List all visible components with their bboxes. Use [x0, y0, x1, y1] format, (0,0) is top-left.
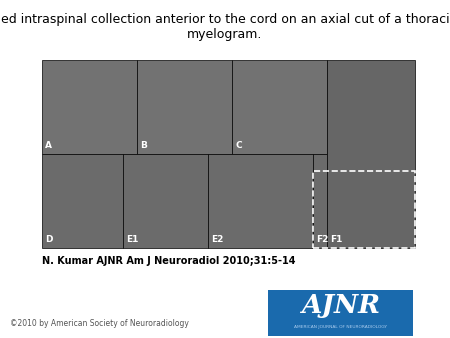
- Text: A, Fluid-filled intraspinal collection anterior to the cord on an axial cut of a: A, Fluid-filled intraspinal collection a…: [0, 13, 450, 41]
- Bar: [137, 60, 232, 154]
- Text: F1: F1: [330, 235, 342, 244]
- Text: B: B: [140, 141, 147, 150]
- Text: A: A: [45, 141, 52, 150]
- Bar: [232, 60, 327, 154]
- Text: F2: F2: [316, 235, 328, 244]
- Text: D: D: [45, 235, 53, 244]
- Bar: [208, 154, 313, 248]
- Bar: [313, 171, 415, 248]
- Text: ©2010 by American Society of Neuroradiology: ©2010 by American Society of Neuroradiol…: [10, 319, 189, 328]
- Text: N. Kumar AJNR Am J Neuroradiol 2010;31:5-14: N. Kumar AJNR Am J Neuroradiol 2010;31:5…: [42, 256, 296, 266]
- Text: AMERICAN JOURNAL OF NEURORADIOLOGY: AMERICAN JOURNAL OF NEURORADIOLOGY: [294, 325, 387, 329]
- Text: AJNR: AJNR: [301, 293, 380, 318]
- Bar: [123, 154, 208, 248]
- Bar: [42, 60, 137, 154]
- Text: E2: E2: [211, 235, 224, 244]
- Bar: [327, 60, 415, 248]
- Bar: [313, 154, 327, 248]
- Bar: [42, 154, 123, 248]
- Text: E1: E1: [126, 235, 138, 244]
- Text: C: C: [235, 141, 242, 150]
- Bar: [268, 290, 413, 336]
